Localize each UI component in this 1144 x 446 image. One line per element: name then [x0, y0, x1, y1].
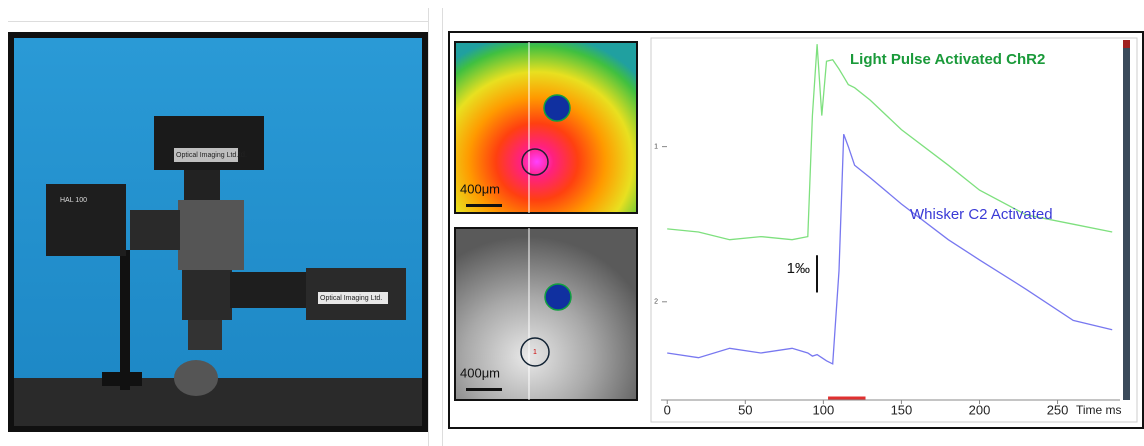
- x-tick-label: 50: [738, 402, 752, 417]
- trace-plot: [650, 37, 1138, 423]
- heatmap-image: 400μm: [454, 41, 638, 214]
- x-axis-label: Time ms: [1076, 403, 1122, 417]
- y-tick-label: 1: [654, 143, 658, 150]
- scale-label: 400μm: [460, 181, 500, 196]
- plot-frame: [650, 37, 1138, 423]
- series-label: Whisker C2 Activated: [910, 206, 1053, 223]
- x-tick-label: 200: [969, 402, 991, 417]
- y-tick-label: 2: [654, 299, 658, 306]
- x-tick-label: 250: [1047, 402, 1069, 417]
- photo: HAL 100 Optical Imaging Ltd. Optical Ima…: [8, 8, 443, 446]
- x-tick-label: 0: [664, 402, 671, 417]
- trace: [667, 44, 1113, 241]
- x-tick-label: 100: [813, 402, 835, 417]
- scrollbar: [1123, 40, 1130, 400]
- trace: [667, 133, 1113, 365]
- scale-bar-label: 1‰: [787, 260, 810, 277]
- scale-label: 400μm: [460, 365, 500, 380]
- camera2-label: Optical Imaging Ltd.: [320, 295, 382, 302]
- roi-label: 1: [533, 349, 537, 356]
- gray-image: 1 400μm: [454, 227, 638, 401]
- scroll-marker: [1123, 40, 1130, 48]
- lamp-label: HAL 100: [60, 197, 87, 204]
- x-tick-label: 150: [891, 402, 913, 417]
- camera-label-text: Optical Imaging Ltd.: [176, 152, 238, 159]
- series-label: Light Pulse Activated ChR2: [850, 51, 1045, 68]
